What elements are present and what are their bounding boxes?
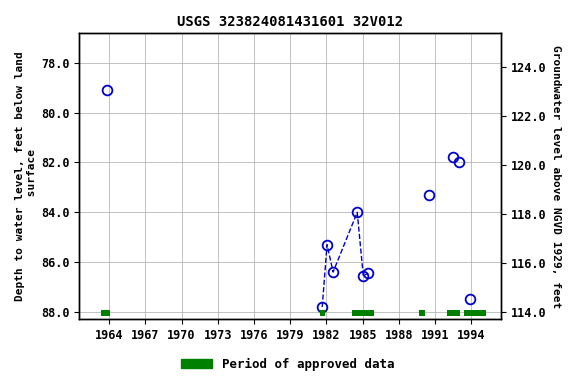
Bar [352,310,373,316]
Title: USGS 323824081431601 32V012: USGS 323824081431601 32V012 [177,15,403,29]
Legend: Period of approved data: Period of approved data [176,353,400,376]
Bar [419,310,426,316]
Bar [320,310,325,316]
Bar [447,310,460,316]
Bar [101,310,111,316]
Bar [464,310,486,316]
Y-axis label: Groundwater level above NGVD 1929, feet: Groundwater level above NGVD 1929, feet [551,45,561,308]
Y-axis label: Depth to water level, feet below land
 surface: Depth to water level, feet below land su… [15,51,37,301]
